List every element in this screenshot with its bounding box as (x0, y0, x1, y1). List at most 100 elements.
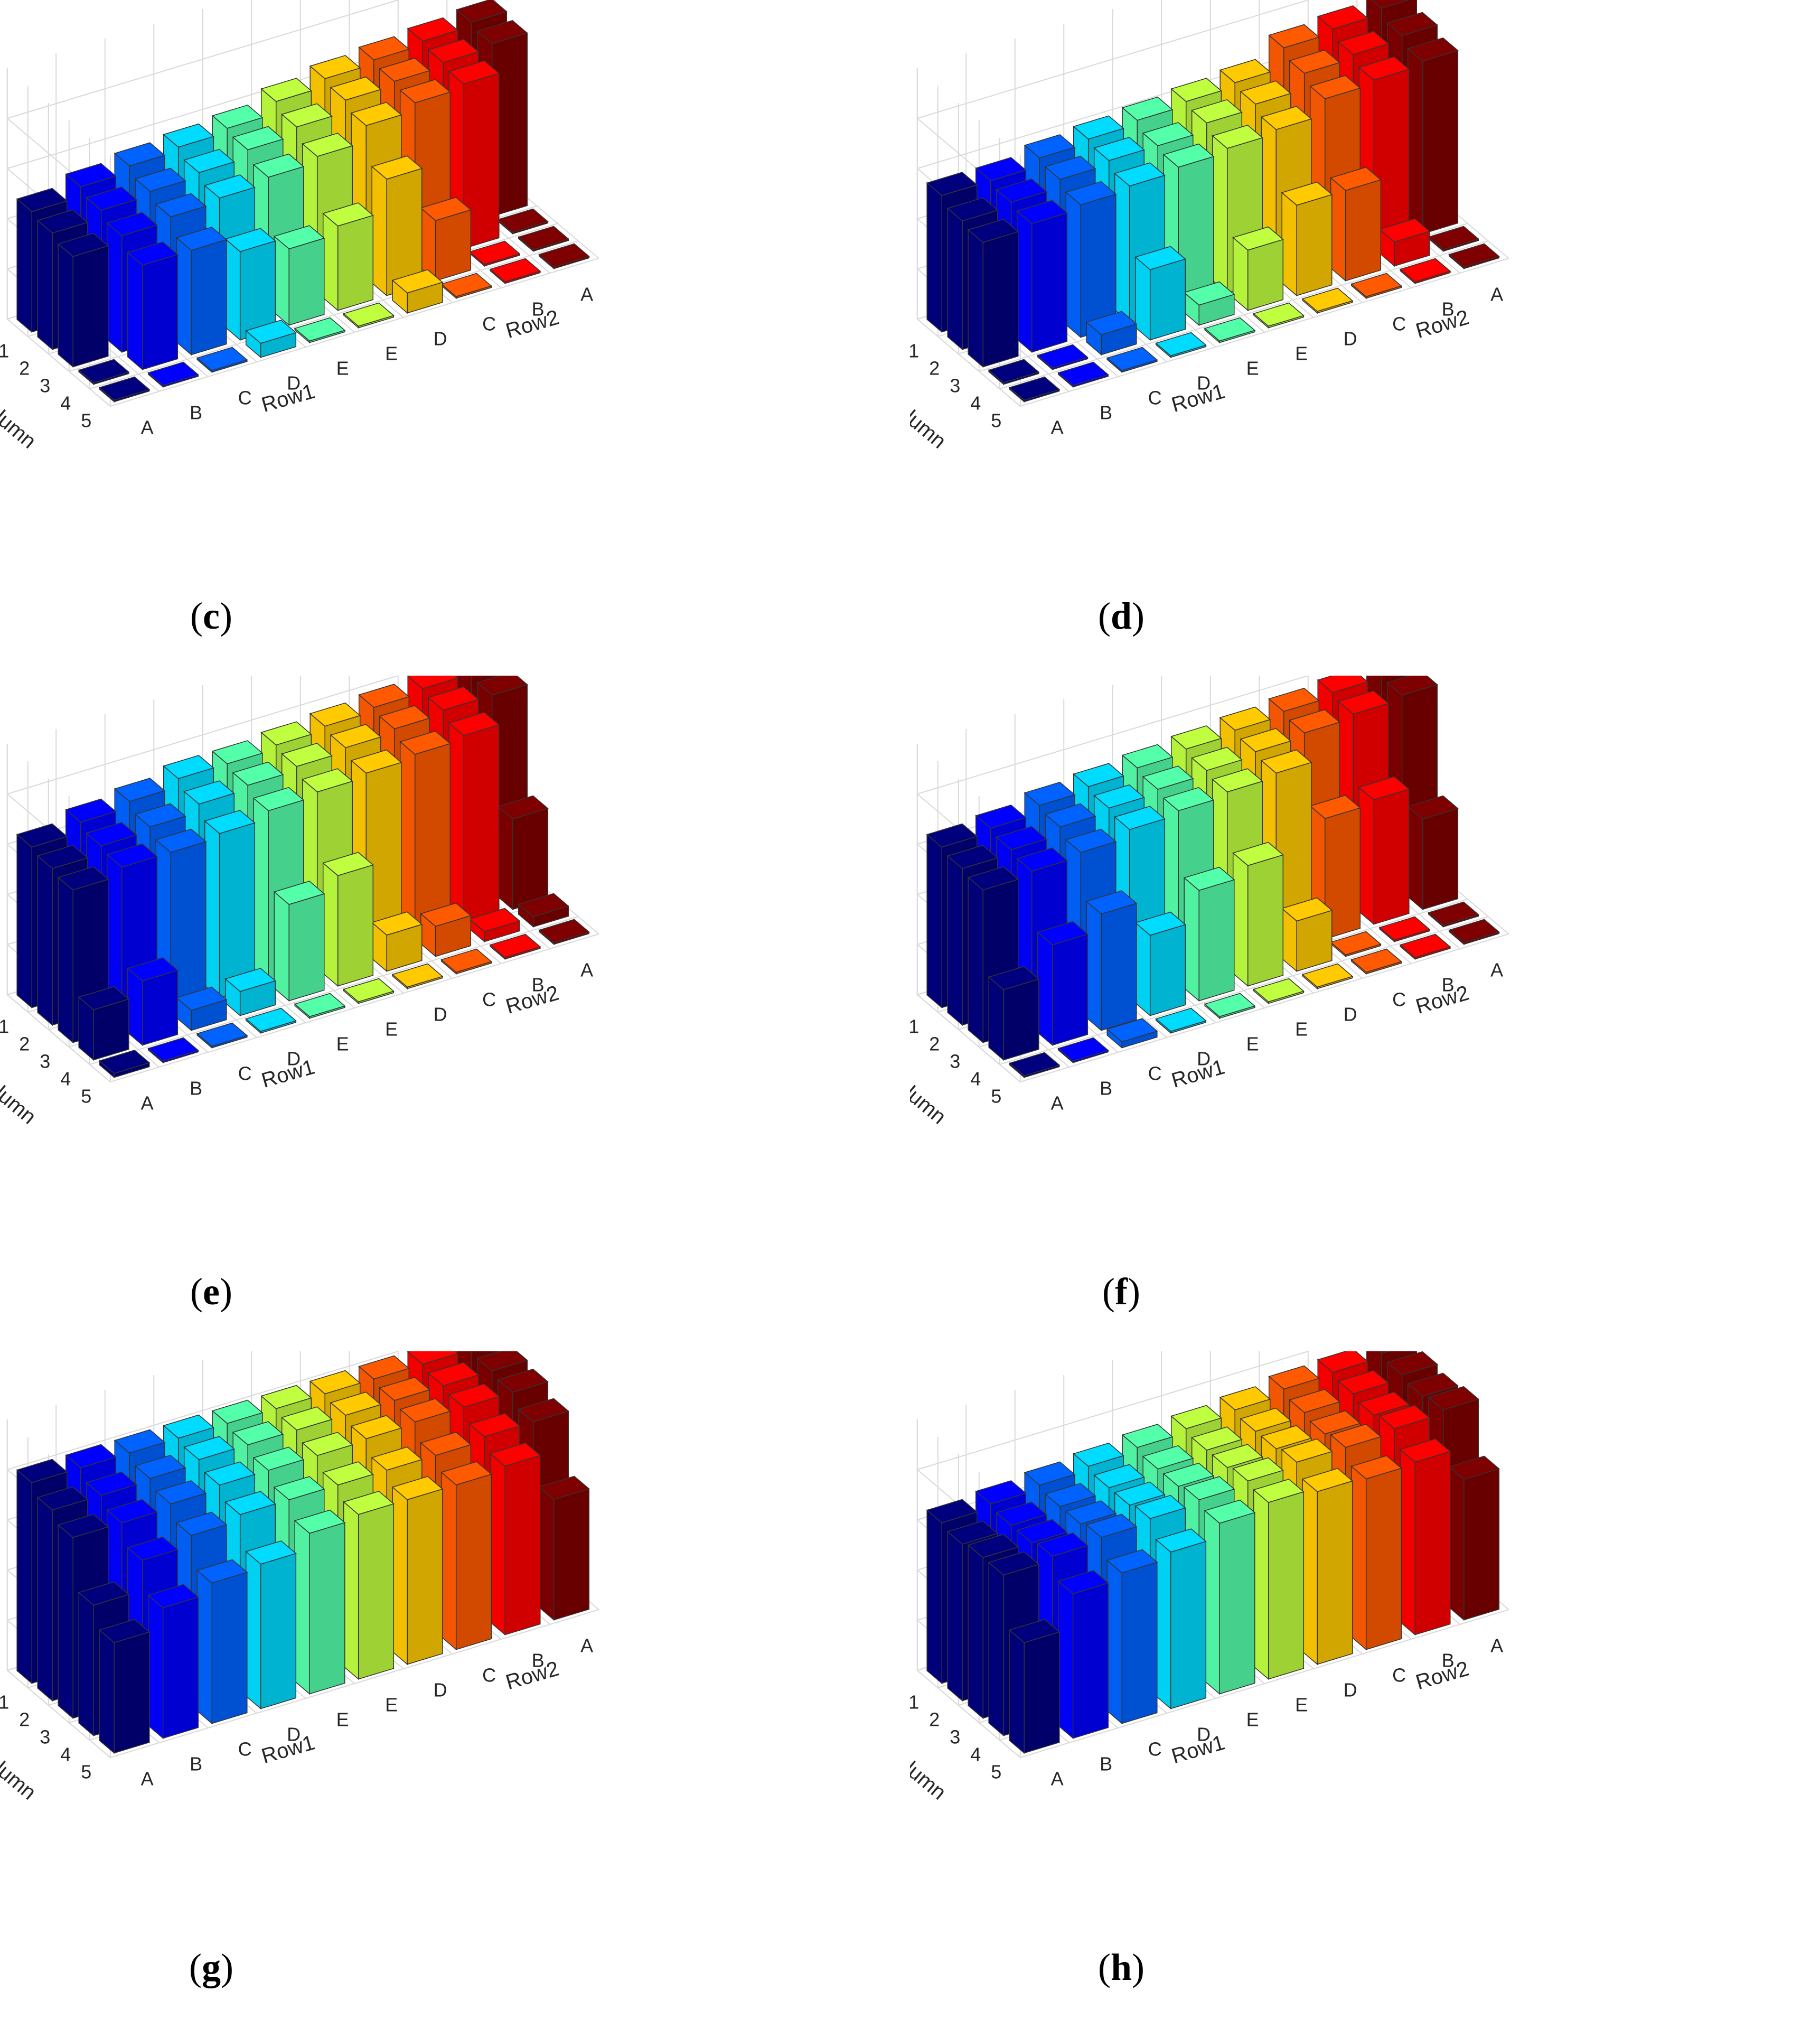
bars (926, 0, 1500, 403)
bar (343, 302, 395, 329)
row-tick-label: C (1148, 387, 1162, 409)
column-axis-title: Column (910, 1740, 951, 1804)
column-tick-label: 1 (910, 1691, 919, 1713)
row-tick-label: A (1490, 1635, 1503, 1657)
row-tick-label: D (1344, 328, 1357, 350)
bar (245, 1540, 297, 1710)
column-tick-label: 3 (40, 1051, 50, 1072)
column-tick-label: 3 (950, 1726, 960, 1748)
bar (98, 1050, 151, 1079)
row-tick-label: A (1051, 1768, 1064, 1790)
bar (1428, 226, 1479, 253)
bar (1008, 1052, 1061, 1079)
row-tick-label: B (532, 298, 545, 320)
bar (1330, 931, 1382, 958)
bar3d-chart-g: 0255075100Utilization Rate (%)ABCDEEDCBA… (0, 1351, 599, 1805)
bar (988, 359, 1040, 386)
bar (468, 240, 521, 267)
row-tick-label: E (1246, 1033, 1259, 1055)
row-tick-label: E (336, 1033, 349, 1055)
bar (391, 1476, 444, 1666)
row-tick-label: B (1100, 1078, 1112, 1099)
bar (78, 986, 130, 1061)
bar (1183, 866, 1235, 1002)
bar (440, 1461, 492, 1651)
bar (343, 1491, 395, 1680)
bar (1350, 948, 1402, 975)
column-tick-label: 5 (991, 1761, 1001, 1783)
chart-panel-h: 0255075100Utilization Rate (%)ABCDEEDCBA… (910, 1351, 1820, 2027)
bar (538, 1475, 590, 1621)
bar (322, 202, 374, 312)
row-tick-label: B (1100, 1753, 1112, 1775)
grid-line (7, 1670, 111, 1758)
bar (1232, 226, 1284, 312)
column-tick-label: 5 (81, 410, 91, 432)
row-tick-label: A (141, 1768, 154, 1790)
bar (98, 1619, 151, 1754)
bar3d-chart-f: 0255075100Utilization Rate (%)ABCDEEDCBA… (910, 676, 1509, 1129)
row-tick-label: E (336, 358, 349, 379)
row-tick-label: A (1051, 417, 1064, 438)
bar (518, 893, 569, 928)
row-tick-label: E (1295, 1694, 1308, 1716)
chart-panel-d: 0255075100Utilization Rate (%)ABCDEEDCBA… (910, 0, 1820, 676)
bar (1232, 842, 1284, 987)
row-tick-label: B (1442, 974, 1455, 996)
bar (518, 226, 569, 253)
bar (1204, 993, 1256, 1020)
row-tick-label: C (1392, 313, 1406, 335)
column-tick-label: 4 (60, 1744, 71, 1765)
column-tick-label: 2 (19, 358, 30, 379)
row-tick-label: D (1197, 1048, 1211, 1070)
bar (1065, 181, 1117, 339)
bar (175, 227, 228, 356)
bar (420, 197, 472, 282)
row-tick-label: A (141, 1092, 154, 1114)
row-tick-label: B (1442, 298, 1455, 320)
panel-letter: d (1110, 595, 1132, 637)
bar (1358, 776, 1410, 926)
bar (127, 957, 179, 1046)
bar (1085, 890, 1138, 1032)
row-tick-label: C (238, 1063, 252, 1085)
row-tick-label: A (1051, 1092, 1064, 1114)
bar (1301, 1468, 1354, 1666)
bar (489, 1442, 541, 1636)
bar (988, 966, 1040, 1061)
bar (1057, 1570, 1109, 1740)
bars (16, 676, 590, 1079)
row-tick-label: A (580, 959, 593, 981)
bar (1134, 911, 1186, 1017)
bars (926, 676, 1500, 1079)
bar (273, 881, 325, 1002)
chart-panel-e: 0255075100Utilization Rate (%)ABCDEEDCBA… (0, 676, 910, 1351)
bar (448, 712, 500, 926)
row-tick-label: E (1246, 358, 1259, 379)
column-tick-label: 1 (910, 340, 919, 362)
bar (1399, 933, 1451, 960)
bar (1407, 795, 1459, 911)
bar3d-chart-e: 0255075100Utilization Rate (%)ABCDEEDCBA… (0, 676, 599, 1129)
bars (16, 1351, 590, 1754)
row-tick-label: D (1197, 1724, 1211, 1745)
column-tick-label: 1 (910, 1016, 919, 1038)
row-tick-label: D (287, 1048, 301, 1070)
chart-panel-c: 0255075100Utilization Rate (%)ABCDEEDCBA… (0, 0, 910, 676)
bar (1037, 921, 1089, 1046)
bar (1281, 897, 1333, 973)
bar (1428, 901, 1479, 928)
bar (967, 219, 1019, 368)
bar (489, 258, 541, 285)
bar3d-chart-d: 0255075100Utilization Rate (%)ABCDEEDCBA… (910, 0, 1509, 453)
column-tick-label: 2 (929, 1709, 940, 1731)
bar (1085, 311, 1138, 356)
row-tick-label: B (532, 1650, 545, 1671)
bar (1106, 1018, 1158, 1049)
bars (926, 1351, 1500, 1754)
row-tick-label: E (1295, 343, 1308, 365)
row-tick-label: E (1295, 1018, 1308, 1040)
row-tick-label: B (1100, 402, 1112, 424)
bar (489, 933, 541, 960)
bar (538, 919, 590, 946)
